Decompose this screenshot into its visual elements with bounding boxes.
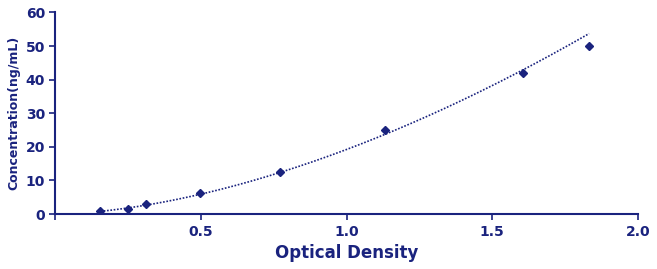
Y-axis label: Concentration(ng/mL): Concentration(ng/mL) bbox=[7, 36, 20, 190]
X-axis label: Optical Density: Optical Density bbox=[275, 244, 419, 262]
